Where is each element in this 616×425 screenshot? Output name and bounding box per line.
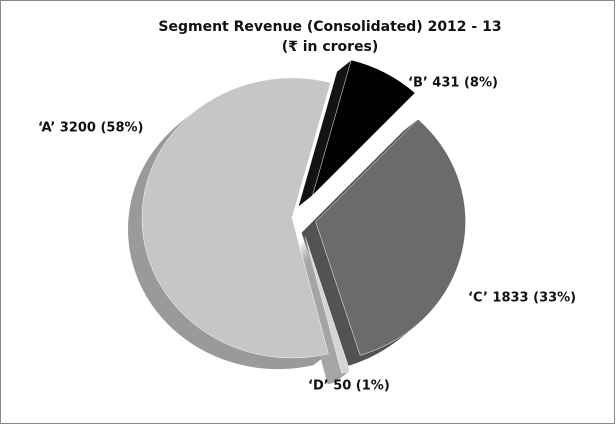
slice: [312, 59, 416, 197]
slice-label: ‘C’ 1833 (33%): [468, 291, 576, 306]
slice-label: ‘D’ 50 (1%): [308, 379, 390, 394]
slice: [141, 77, 331, 359]
chart-subtitle: (₹ in crores): [282, 39, 379, 55]
chart-title: Segment Revenue (Consolidated) 2012 - 13: [158, 19, 501, 35]
slice-label: ‘B’ 431 (8%): [408, 76, 498, 91]
slice: [305, 237, 351, 374]
slice: [315, 118, 466, 356]
slice-label: ‘A’ 3200 (58%): [38, 121, 144, 136]
pie-tops: [141, 59, 466, 374]
